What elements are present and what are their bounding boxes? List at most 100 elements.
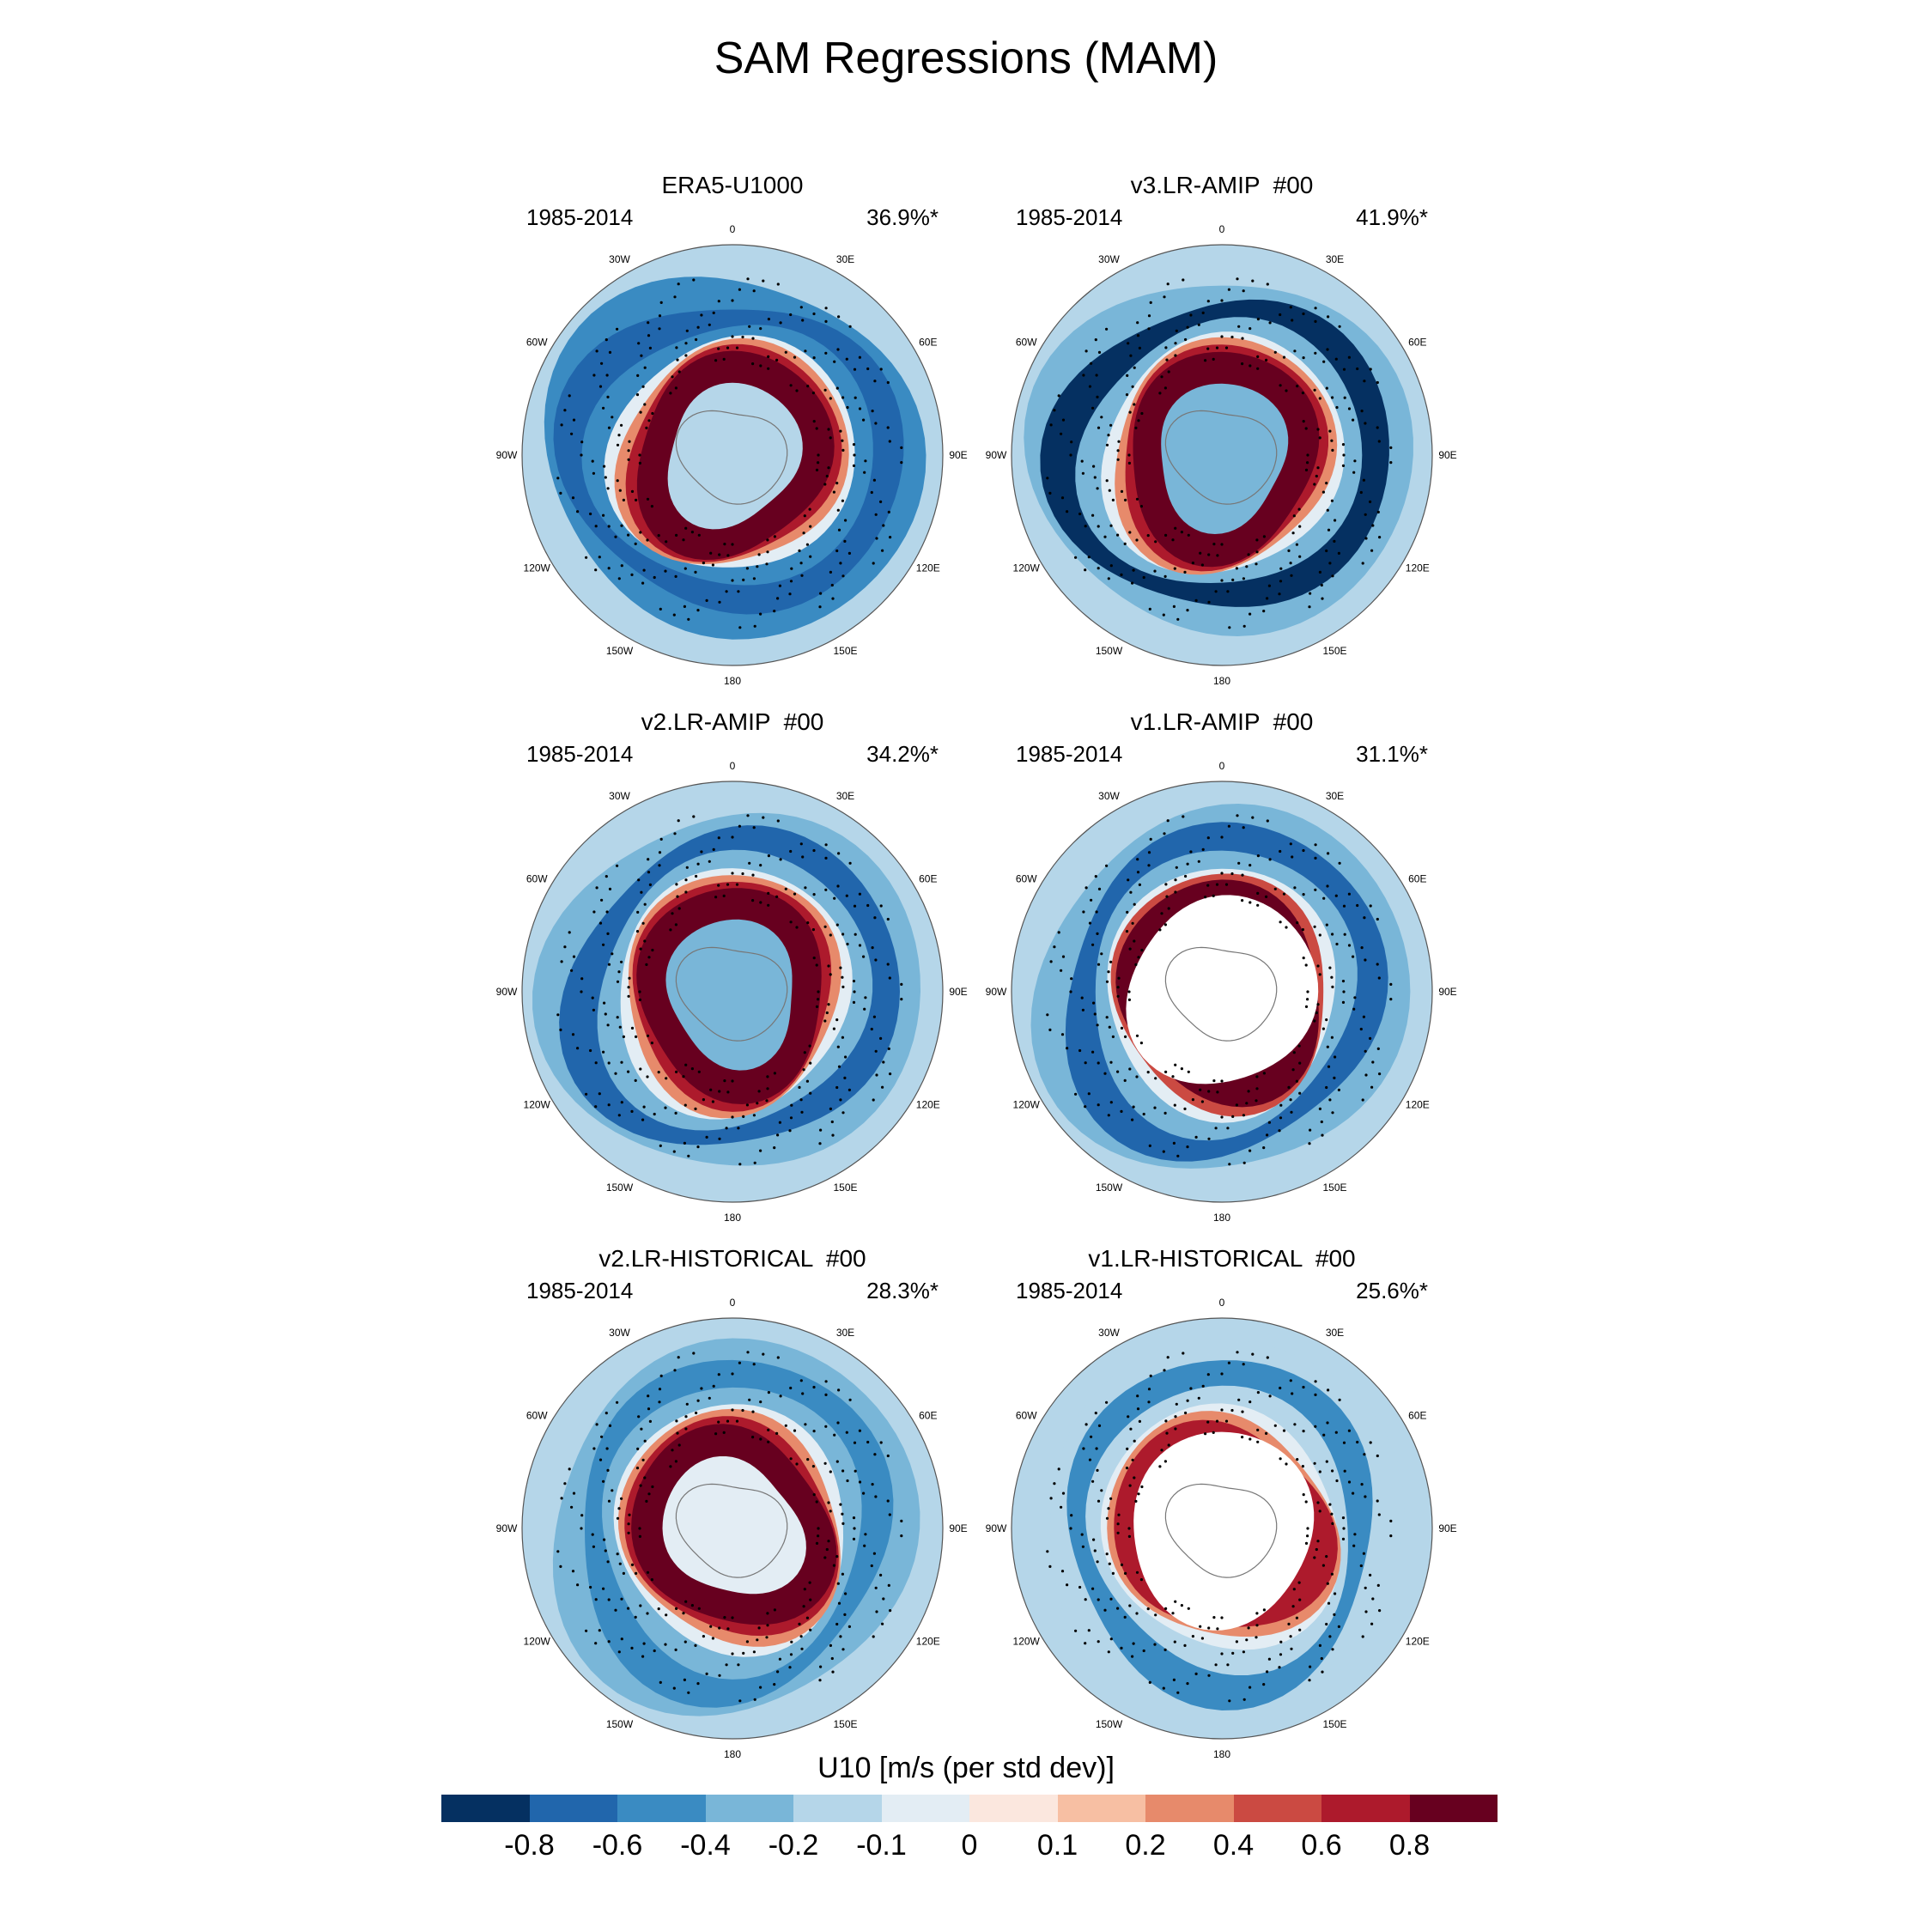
- significance-dot: [886, 1454, 890, 1458]
- significance-dot: [611, 952, 614, 956]
- significance-dot: [835, 482, 839, 485]
- significance-dot: [1148, 1680, 1151, 1684]
- significance-dot: [1133, 403, 1136, 406]
- significance-dot: [674, 1111, 677, 1115]
- significance-dot: [731, 835, 734, 839]
- significance-dot: [726, 1091, 730, 1094]
- significance-dot: [848, 1625, 851, 1628]
- significance-dot: [700, 1387, 703, 1390]
- significance-dot: [1245, 1638, 1249, 1642]
- significance-dot: [824, 888, 828, 891]
- significance-dot: [779, 1394, 782, 1398]
- panel-variance: 25.6%*: [1356, 1278, 1428, 1303]
- significance-dot: [1262, 1683, 1266, 1686]
- significance-dot: [1364, 958, 1367, 962]
- significance-dot: [1309, 1665, 1312, 1668]
- significance-dot: [1330, 1512, 1334, 1516]
- significance-dot: [839, 966, 842, 969]
- significance-dot: [778, 1657, 781, 1661]
- significance-dot: [853, 990, 856, 993]
- significance-dot: [607, 567, 611, 570]
- significance-dot: [1295, 1079, 1298, 1083]
- significance-dot: [1360, 410, 1364, 413]
- significance-dot: [647, 321, 650, 325]
- significance-dot: [731, 1079, 734, 1083]
- significance-dot: [1235, 1640, 1238, 1643]
- significance-dot: [788, 1666, 792, 1669]
- significance-dot: [1320, 1120, 1323, 1124]
- significance-dot: [1095, 1447, 1098, 1450]
- significance-dot: [1279, 580, 1283, 583]
- significance-dot: [1341, 443, 1346, 447]
- significance-dot: [874, 422, 878, 425]
- significance-dot: [1107, 577, 1110, 580]
- significance-dot: [1126, 1447, 1129, 1450]
- significance-dot: [830, 1656, 834, 1661]
- significance-dot: [1049, 423, 1053, 427]
- significance-dot: [1172, 605, 1176, 608]
- significance-dot: [1364, 1073, 1368, 1077]
- significance-dot: [1093, 1549, 1097, 1552]
- significance-dot: [651, 1485, 654, 1489]
- significance-dot: [738, 1699, 742, 1703]
- longitude-label: 30W: [1098, 1327, 1120, 1339]
- significance-dot: [708, 860, 711, 863]
- significance-dot: [1167, 1443, 1170, 1447]
- significance-dot: [846, 942, 849, 946]
- significance-dot: [845, 1431, 848, 1434]
- significance-dot: [806, 1458, 810, 1461]
- significance-dot: [1132, 568, 1135, 572]
- significance-dot: [672, 1686, 676, 1690]
- significance-dot: [1128, 1067, 1132, 1071]
- significance-dot: [628, 440, 631, 443]
- significance-dot: [556, 1013, 560, 1017]
- significance-dot: [1097, 1598, 1100, 1601]
- significance-dot: [1097, 1499, 1101, 1503]
- significance-dot: [659, 1680, 662, 1684]
- significance-dot: [823, 925, 827, 928]
- significance-dot: [653, 575, 656, 580]
- significance-dot: [832, 1564, 835, 1567]
- significance-dot: [873, 916, 877, 920]
- significance-dot: [669, 392, 672, 395]
- significance-dot: [1369, 904, 1372, 908]
- longitude-label: 150W: [1096, 1718, 1123, 1730]
- significance-dot: [627, 1607, 630, 1610]
- significance-dot: [602, 1479, 605, 1483]
- significance-dot: [571, 1570, 575, 1573]
- significance-dot: [789, 1653, 793, 1656]
- significance-dot: [731, 299, 734, 302]
- significance-dot: [617, 1650, 621, 1654]
- significance-dot: [803, 1051, 806, 1054]
- longitude-label: 60W: [526, 1410, 548, 1422]
- significance-dot: [1289, 842, 1292, 846]
- significance-dot: [1066, 1583, 1069, 1587]
- significance-dot: [1378, 1609, 1382, 1613]
- significance-dot: [1328, 1503, 1332, 1506]
- significance-dot: [1231, 578, 1235, 581]
- significance-dot: [803, 514, 806, 518]
- significance-dot: [650, 1578, 653, 1582]
- significance-dot: [1186, 862, 1189, 866]
- significance-dot: [1116, 458, 1120, 461]
- significance-dot: [643, 366, 647, 369]
- significance-dot: [762, 816, 765, 819]
- longitude-label: 180: [1213, 1748, 1230, 1760]
- significance-dot: [1335, 405, 1339, 410]
- significance-dot: [620, 1637, 623, 1641]
- significance-dot: [863, 1007, 866, 1011]
- panel-period: 1985-2014: [1016, 204, 1123, 230]
- significance-dot: [1327, 528, 1331, 532]
- longitude-label: 90E: [1438, 986, 1456, 998]
- significance-dot: [1082, 1447, 1085, 1450]
- significance-dot: [766, 1087, 769, 1091]
- longitude-label: 60E: [919, 873, 937, 885]
- longitude-label: 30W: [1098, 790, 1120, 802]
- significance-dot: [1326, 348, 1329, 351]
- significance-dot: [793, 892, 797, 896]
- significance-dot: [854, 933, 857, 936]
- significance-dot: [1057, 931, 1060, 934]
- significance-dot: [1146, 534, 1150, 538]
